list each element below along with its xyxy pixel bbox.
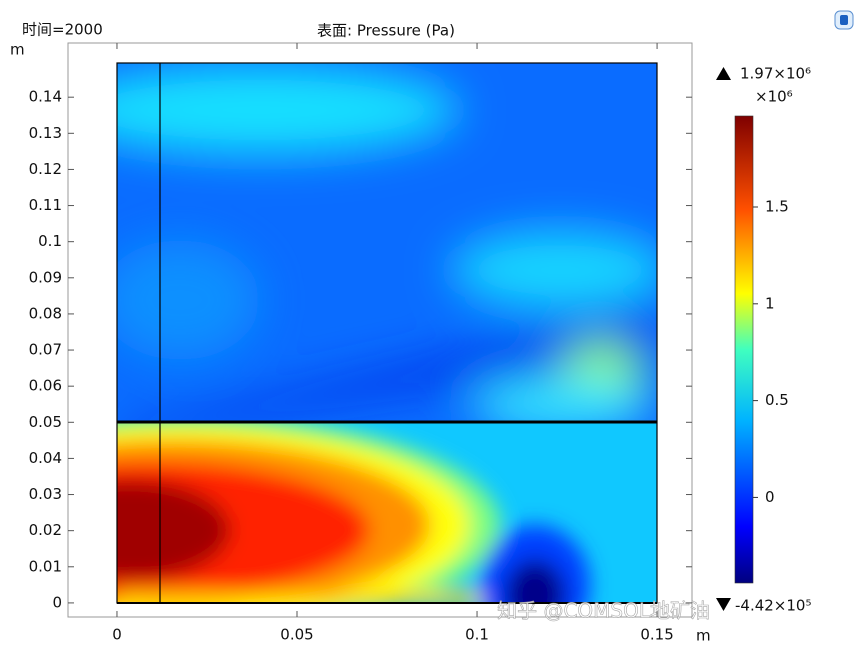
y-tick-label: 0.02 <box>29 521 62 539</box>
x-tick-label: 0.15 <box>640 626 673 644</box>
app-icon[interactable] <box>834 10 854 30</box>
colorbar-tick-label: 1.5 <box>765 197 789 215</box>
colorbar-tick-label: 0.5 <box>765 391 789 409</box>
colorbar-scale: ×10⁶ <box>755 88 793 106</box>
y-tick-label: 0.13 <box>29 124 62 142</box>
x-tick-label: 0 <box>112 626 122 644</box>
surface-upper <box>117 63 657 422</box>
time-label: 时间=2000 <box>22 21 103 39</box>
y-tick-label: 0.08 <box>29 304 62 322</box>
y-tick-label: 0.06 <box>29 377 62 395</box>
y-tick-label: 0.01 <box>29 557 62 575</box>
y-tick-label: 0.03 <box>29 485 62 503</box>
colorbar-tick-label: 1 <box>765 294 775 312</box>
x-unit: m <box>696 627 711 645</box>
y-tick-label: 0.14 <box>29 88 62 106</box>
colorbar-min: -4.42×10⁵ <box>735 597 811 615</box>
max-marker <box>716 67 731 80</box>
min-marker <box>716 598 731 611</box>
y-tick-label: 0.12 <box>29 160 62 178</box>
colorbar-tick-label: 0 <box>765 488 775 506</box>
x-tick-label: 0.05 <box>280 626 313 644</box>
y-tick-label: 0 <box>52 593 62 611</box>
x-tick-label: 0.1 <box>465 626 489 644</box>
y-tick-label: 0.07 <box>29 341 62 359</box>
watermark: 知乎 @COMSOL地矿油 <box>497 599 710 623</box>
y-tick-label: 0.11 <box>29 196 62 214</box>
y-tick-label: 0.05 <box>29 413 62 431</box>
y-tick-label: 0.09 <box>29 268 62 286</box>
y-unit: m <box>10 41 25 59</box>
y-tick-label: 0.04 <box>29 449 62 467</box>
y-tick-label: 0.1 <box>38 232 62 250</box>
chart-title: 表面: Pressure (Pa) <box>317 22 455 40</box>
colorbar <box>734 115 754 584</box>
surface-lower <box>117 422 657 603</box>
colorbar-max: 1.97×10⁶ <box>740 65 811 83</box>
